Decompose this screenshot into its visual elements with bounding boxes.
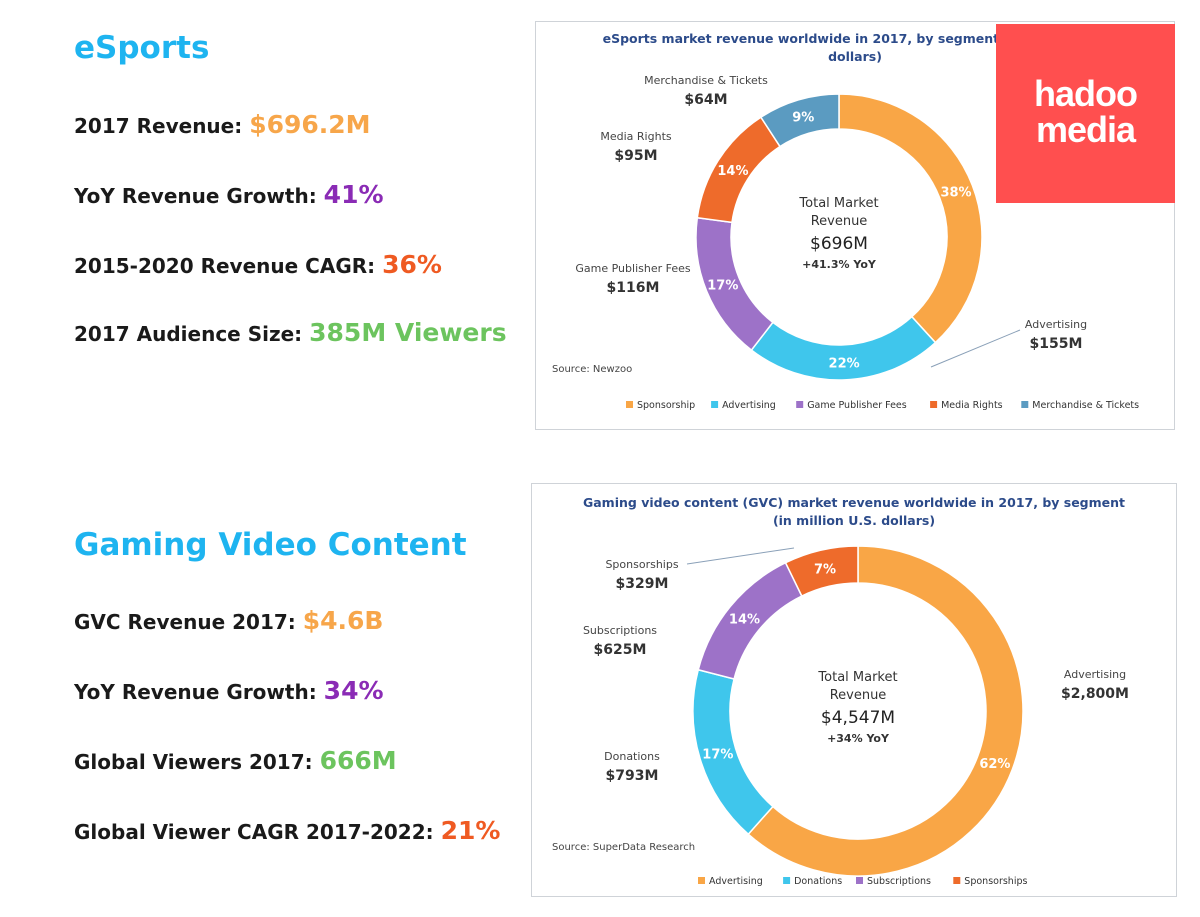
legend-swatch: [796, 401, 804, 408]
slice-percent-label: 9%: [792, 111, 814, 126]
slice-name-label: Donations: [604, 750, 660, 763]
gvc-title: Gaming Video Content: [74, 527, 467, 563]
chart-source: Source: Newzoo: [552, 364, 632, 375]
hadoo-media-logo: hadoo media: [996, 24, 1175, 203]
slice-percent-label: 62%: [979, 757, 1010, 772]
stat-label: 2017 Revenue:: [74, 114, 250, 138]
logo-line1: hadoo: [1034, 73, 1138, 114]
donut-slice-sponsorship: [838, 93, 983, 344]
legend-swatch: [953, 877, 961, 884]
slice-name-label: Merchandise & Tickets: [644, 74, 768, 87]
gvc-stat-cagr: Global Viewer CAGR 2017-2022: 21%: [74, 816, 500, 845]
gvc-donut-svg: 62% Advertising $2,800M 17% Donations $793M 14…: [552, 545, 1129, 887]
slice-percent-label: 14%: [729, 612, 760, 627]
slice-name-label: Sponsorships: [605, 558, 678, 571]
legend-swatch: [711, 401, 719, 408]
esports-stat-audience: 2017 Audience Size: 385M Viewers: [74, 318, 507, 347]
legend-label: Subscriptions: [867, 876, 931, 887]
slice-amount-label: $155M: [1030, 336, 1083, 352]
slice-percent-label: 17%: [707, 279, 738, 294]
center-label-line2: Revenue: [811, 214, 868, 229]
stat-label: Global Viewers 2017:: [74, 750, 320, 774]
slice-name-label: Advertising: [1025, 318, 1087, 331]
center-total: $4,547M: [821, 708, 895, 728]
slice-percent-label: 38%: [940, 186, 971, 201]
legend-swatch: [856, 877, 863, 884]
esports-title: eSports: [74, 30, 210, 66]
center-total: $696M: [810, 234, 868, 254]
legend-label: Donations: [794, 876, 842, 887]
legend-label: Advertising: [722, 400, 776, 411]
gvc-revenue-chart: Gaming video content (GVC) market revenu…: [531, 483, 1177, 897]
legend-swatch: [930, 401, 938, 408]
donut-slice-sponsorships: [784, 545, 859, 598]
esports-stat-cagr: 2015-2020 Revenue CAGR: 36%: [74, 250, 442, 279]
stat-label: YoY Revenue Growth:: [74, 184, 324, 208]
slice-name-label: Media Rights: [600, 130, 672, 143]
stat-value: 41%: [323, 180, 384, 209]
stat-value: 385M Viewers: [309, 318, 507, 347]
gvc-stat-viewers: Global Viewers 2017: 666M: [74, 746, 397, 775]
chart-title: eSports market revenue worldwide in 2017…: [602, 31, 1108, 64]
slice-amount-label: $95M: [614, 148, 657, 164]
center-growth: +34% YoY: [827, 732, 890, 745]
stat-value: $696.2M: [249, 110, 371, 139]
callout-line: [686, 547, 795, 565]
chart-title: Gaming video content (GVC) market revenu…: [582, 495, 1126, 528]
slice-amount-label: $625M: [594, 642, 647, 658]
stat-value: 21%: [440, 816, 501, 845]
legend-label: Game Publisher Fees: [807, 400, 907, 411]
slice-name-label: Game Publisher Fees: [575, 262, 691, 275]
esports-stat-revenue: 2017 Revenue: $696.2M: [74, 110, 371, 139]
slice-amount-label: $2,800M: [1061, 686, 1129, 702]
legend-swatch: [783, 877, 791, 884]
slice-percent-label: 17%: [702, 748, 733, 763]
slice-percent-label: 14%: [717, 164, 748, 179]
stat-value: 666M: [319, 746, 397, 775]
slice-percent-label: 7%: [814, 562, 836, 577]
stat-label: Global Viewer CAGR 2017-2022:: [74, 820, 441, 844]
legend-swatch: [1021, 401, 1029, 408]
stat-value: 34%: [323, 676, 384, 705]
slice-name-label: Subscriptions: [583, 624, 657, 637]
slice-amount-label: $793M: [606, 768, 659, 784]
center-label-line1: Total Market: [798, 196, 878, 211]
donut-slice-merchandise-tickets: [759, 93, 840, 148]
legend-label: Sponsorship: [637, 400, 695, 411]
gvc-stat-revenue: GVC Revenue 2017: $4.6B: [74, 606, 383, 635]
slice-amount-label: $116M: [607, 280, 660, 296]
esports-stat-growth: YoY Revenue Growth: 41%: [74, 180, 384, 209]
center-label-line2: Revenue: [830, 688, 887, 703]
legend-swatch: [626, 401, 633, 408]
center-label-line1: Total Market: [817, 670, 897, 685]
legend-label: Advertising: [709, 876, 763, 887]
logo-line2: media: [1035, 109, 1136, 150]
stat-label: GVC Revenue 2017:: [74, 610, 303, 634]
slice-amount-label: $64M: [684, 92, 727, 108]
callout-line: [930, 329, 1021, 368]
legend-swatch: [698, 877, 705, 884]
center-growth: +41.3% YoY: [802, 258, 877, 271]
stat-label: YoY Revenue Growth:: [74, 680, 324, 704]
donut-slice-advertising: [747, 545, 1024, 877]
legend-label: Media Rights: [941, 400, 1003, 411]
legend-label: Merchandise & Tickets: [1032, 400, 1139, 411]
slice-percent-label: 22%: [829, 356, 860, 371]
stat-value: 36%: [382, 250, 442, 279]
gvc-stat-growth: YoY Revenue Growth: 34%: [74, 676, 384, 705]
chart-source: Source: SuperData Research: [552, 842, 695, 853]
stat-label: 2017 Audience Size:: [74, 322, 310, 346]
slice-amount-label: $329M: [616, 576, 669, 592]
legend-label: Sponsorships: [964, 876, 1027, 887]
stat-label: 2015-2020 Revenue CAGR:: [74, 254, 383, 278]
stat-value: $4.6B: [302, 606, 384, 635]
slice-name-label: Advertising: [1064, 668, 1126, 681]
